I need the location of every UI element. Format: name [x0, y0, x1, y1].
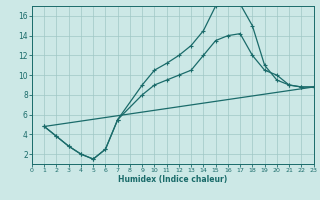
X-axis label: Humidex (Indice chaleur): Humidex (Indice chaleur) — [118, 175, 228, 184]
